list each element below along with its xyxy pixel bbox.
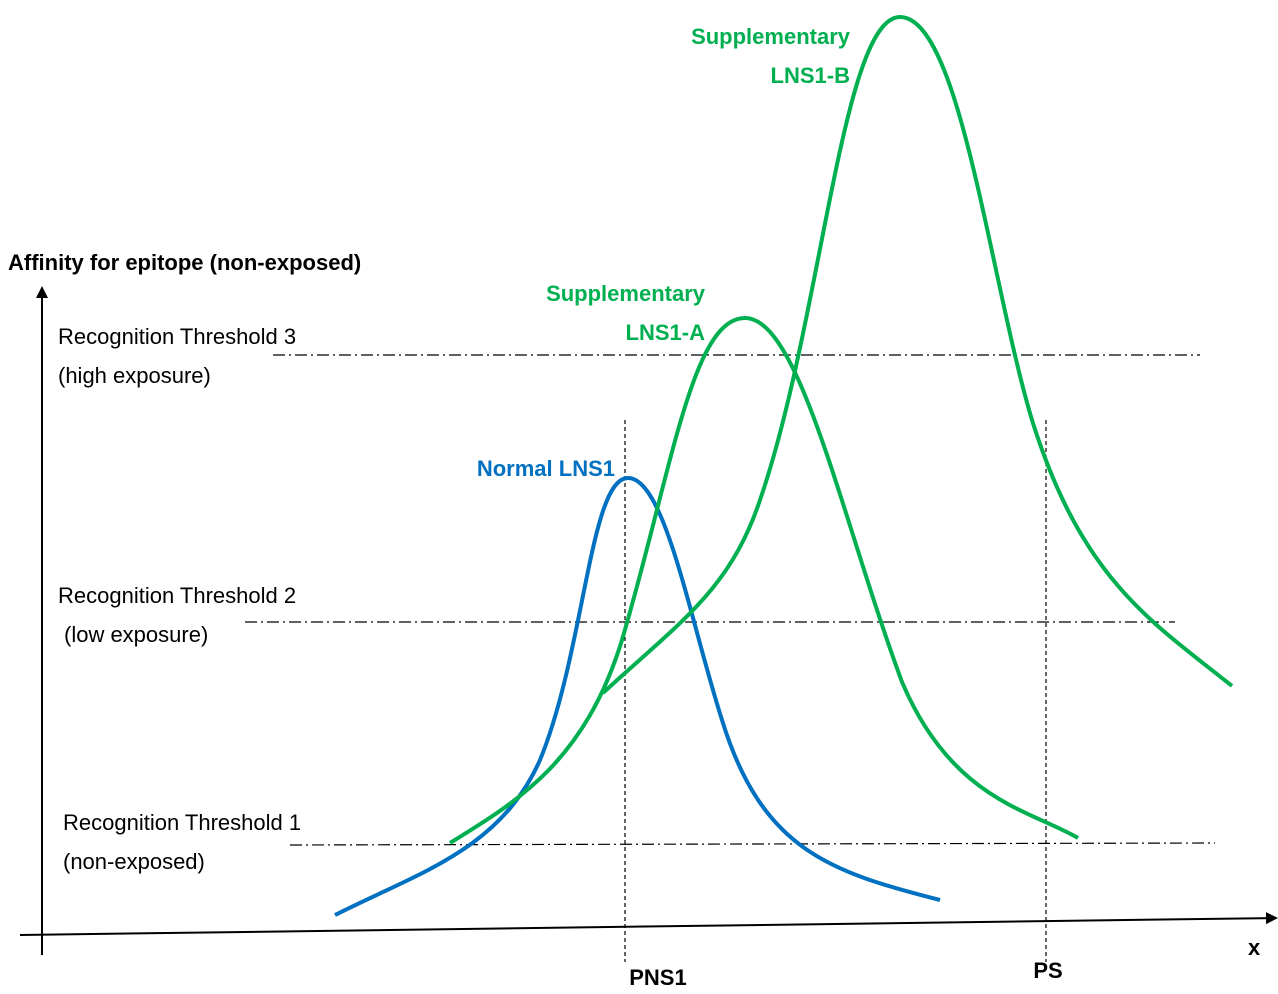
curve-a	[448, 315, 1080, 845]
curve-sublabel: LNS1-B	[771, 63, 850, 88]
curve-normal	[334, 475, 941, 917]
marker-label: PNS1	[629, 965, 686, 990]
threshold-line	[289, 842, 1216, 846]
curve-label: Supplementary	[691, 24, 851, 49]
y-axis-label: Affinity for epitope (non-exposed)	[8, 250, 361, 275]
threshold-note: (low exposure)	[64, 622, 208, 647]
threshold-label: Recognition Threshold 3	[58, 324, 296, 349]
curve-label: Normal LNS1	[477, 456, 615, 481]
threshold-note: (high exposure)	[58, 363, 211, 388]
curve-b	[601, 14, 1234, 695]
threshold-label: Recognition Threshold 2	[58, 583, 296, 608]
curve-sublabel: LNS1-A	[626, 320, 706, 345]
x-axis-label: x	[1248, 935, 1261, 960]
threshold-note: (non-exposed)	[63, 849, 205, 874]
x-axis	[19, 912, 1278, 936]
threshold-label: Recognition Threshold 1	[63, 810, 301, 835]
marker-label: PS	[1033, 958, 1062, 983]
curve-label: Supplementary	[546, 281, 706, 306]
